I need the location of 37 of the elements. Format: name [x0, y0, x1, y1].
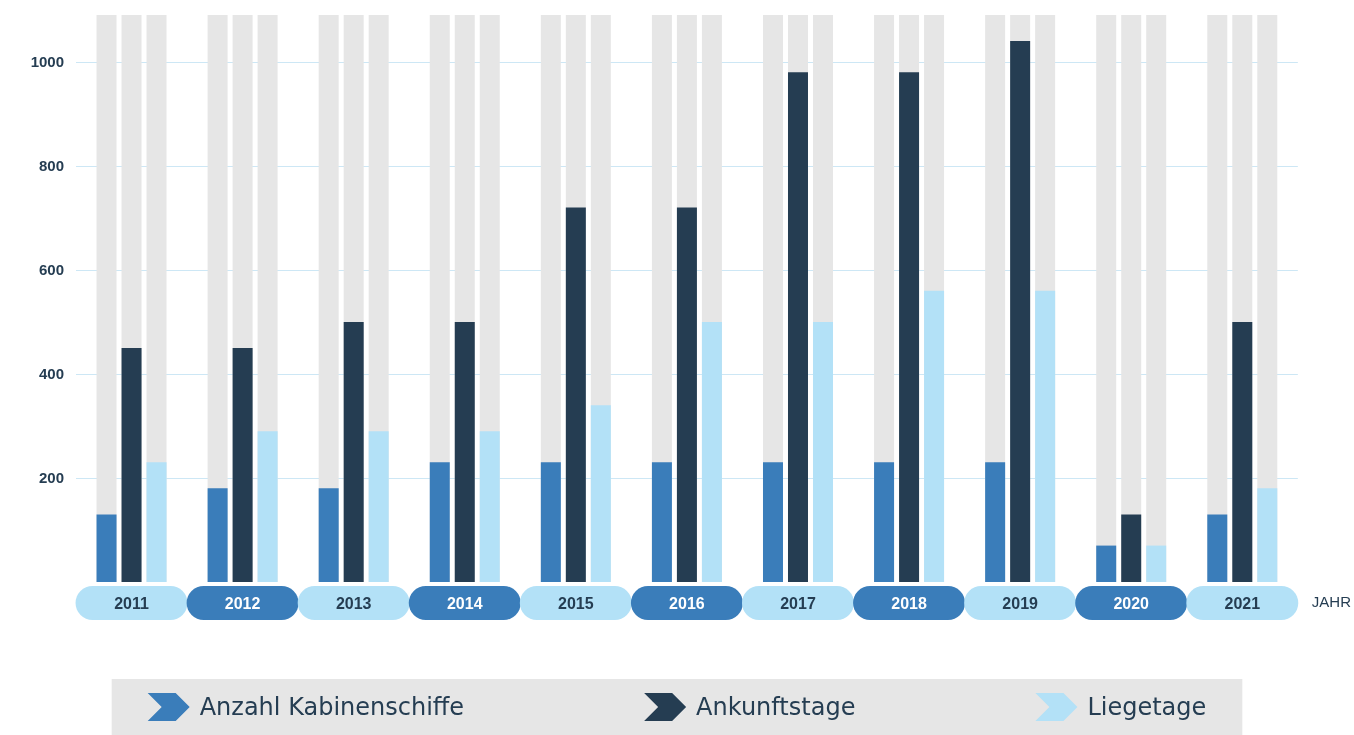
bar [1207, 514, 1228, 582]
legend-label: Anzahl Kabinenschiffe [199, 693, 465, 721]
bar [318, 488, 339, 582]
x-tick-label: 2017 [780, 594, 816, 612]
y-tick-label: 600 [38, 261, 64, 279]
x-tick-label: 2021 [1224, 594, 1261, 612]
bar [96, 514, 117, 582]
x-tick-label: 2018 [891, 594, 927, 612]
x-tick-label: 2014 [446, 594, 483, 612]
bar [1146, 545, 1167, 582]
bar [540, 462, 561, 582]
x-tick-label: 2020 [1113, 594, 1150, 612]
bar [1257, 488, 1278, 582]
y-tick-label: 200 [38, 469, 64, 487]
bar [207, 488, 228, 582]
x-tick-label: 2016 [669, 594, 705, 612]
bar [1096, 545, 1117, 582]
x-tick-label: 2013 [335, 594, 372, 612]
bar [368, 431, 389, 582]
legend-label: Liegetage [1087, 693, 1207, 721]
legend-label: Ankunftstage [696, 693, 856, 721]
x-axis-title: JAHR [1311, 593, 1352, 610]
bar [985, 462, 1006, 582]
bar [429, 462, 450, 582]
y-tick-label: 400 [38, 365, 64, 383]
bar [1121, 514, 1142, 582]
bar [762, 462, 783, 582]
x-tick-label: 2019 [1002, 594, 1039, 612]
bar [257, 431, 278, 582]
y-tick-label: 1000 [30, 53, 64, 71]
x-tick-label: 2015 [558, 594, 594, 612]
bar [146, 462, 167, 582]
x-tick-label: 2011 [114, 594, 149, 612]
x-tick-label: 2012 [224, 594, 261, 612]
bar [874, 462, 895, 582]
y-tick-label: 800 [38, 157, 64, 175]
bar [651, 462, 672, 582]
